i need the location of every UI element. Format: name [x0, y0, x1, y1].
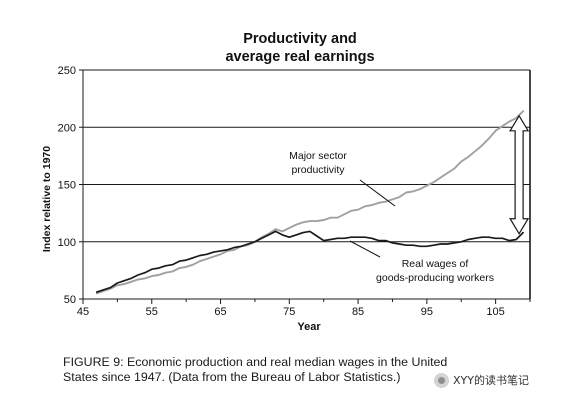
x-tick-label-75: 75 [283, 306, 295, 318]
watermark-text: XYY的读书笔记 [453, 374, 529, 387]
x-axis-label: Year [297, 321, 321, 333]
watermark: XYY的读书笔记 [434, 370, 529, 390]
productivity-label-line1: Major sector [289, 150, 347, 162]
x-tick-label-55: 55 [146, 306, 158, 318]
x-tick-label-45: 45 [77, 306, 89, 318]
y-axis-label: Index relative to 1970 [41, 146, 53, 252]
y-tick-label-250: 250 [58, 65, 76, 77]
grid-layer [83, 69, 530, 243]
wages-label-line1: Real wages of [402, 258, 469, 270]
x-tick-label-65: 65 [214, 306, 226, 318]
chart-svg: Productivity and average real earnings 5… [41, 31, 531, 333]
gap-double-arrow [509, 114, 530, 235]
figure-caption: FIGURE 9: Economic production and real m… [63, 355, 493, 385]
series-layer [95, 110, 525, 295]
x-tick-label-105: 105 [486, 306, 504, 318]
chart-container: Productivity and average real earnings 5… [30, 14, 545, 346]
wages-series-line [95, 230, 524, 293]
y-tick-label-150: 150 [58, 180, 76, 192]
productivity-pointer [359, 179, 396, 207]
axis-layer: 50 100 150 200 250 45 55 65 75 85 95 105 [58, 65, 531, 318]
productivity-series-line [95, 110, 525, 295]
y-tick-label-100: 100 [58, 237, 76, 249]
x-tick-label-95: 95 [421, 306, 433, 318]
wages-label-line2: goods-producing workers [376, 272, 494, 284]
wages-pointer [349, 240, 381, 258]
chart-title-line2: average real earnings [225, 49, 374, 65]
y-tick-label-200: 200 [58, 122, 76, 134]
y-tick-label-50: 50 [64, 294, 76, 306]
chart-title-line1: Productivity and [243, 31, 357, 47]
productivity-label-line2: productivity [291, 164, 345, 176]
annotation-layer: Major sector productivity Real wages of … [289, 114, 530, 284]
x-tick-label-85: 85 [352, 306, 364, 318]
wechat-logo-icon [434, 372, 449, 388]
caption-line2: States since 1947. (Data from the Bureau… [63, 370, 401, 384]
caption-line1: FIGURE 9: Economic production and real m… [63, 355, 448, 369]
